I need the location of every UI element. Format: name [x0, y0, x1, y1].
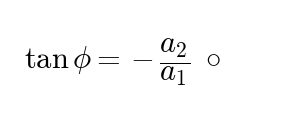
Text: $\tan\phi = -\dfrac{a_2}{a_1}\;\circ$: $\tan\phi = -\dfrac{a_2}{a_1}\;\circ$ [24, 36, 220, 88]
